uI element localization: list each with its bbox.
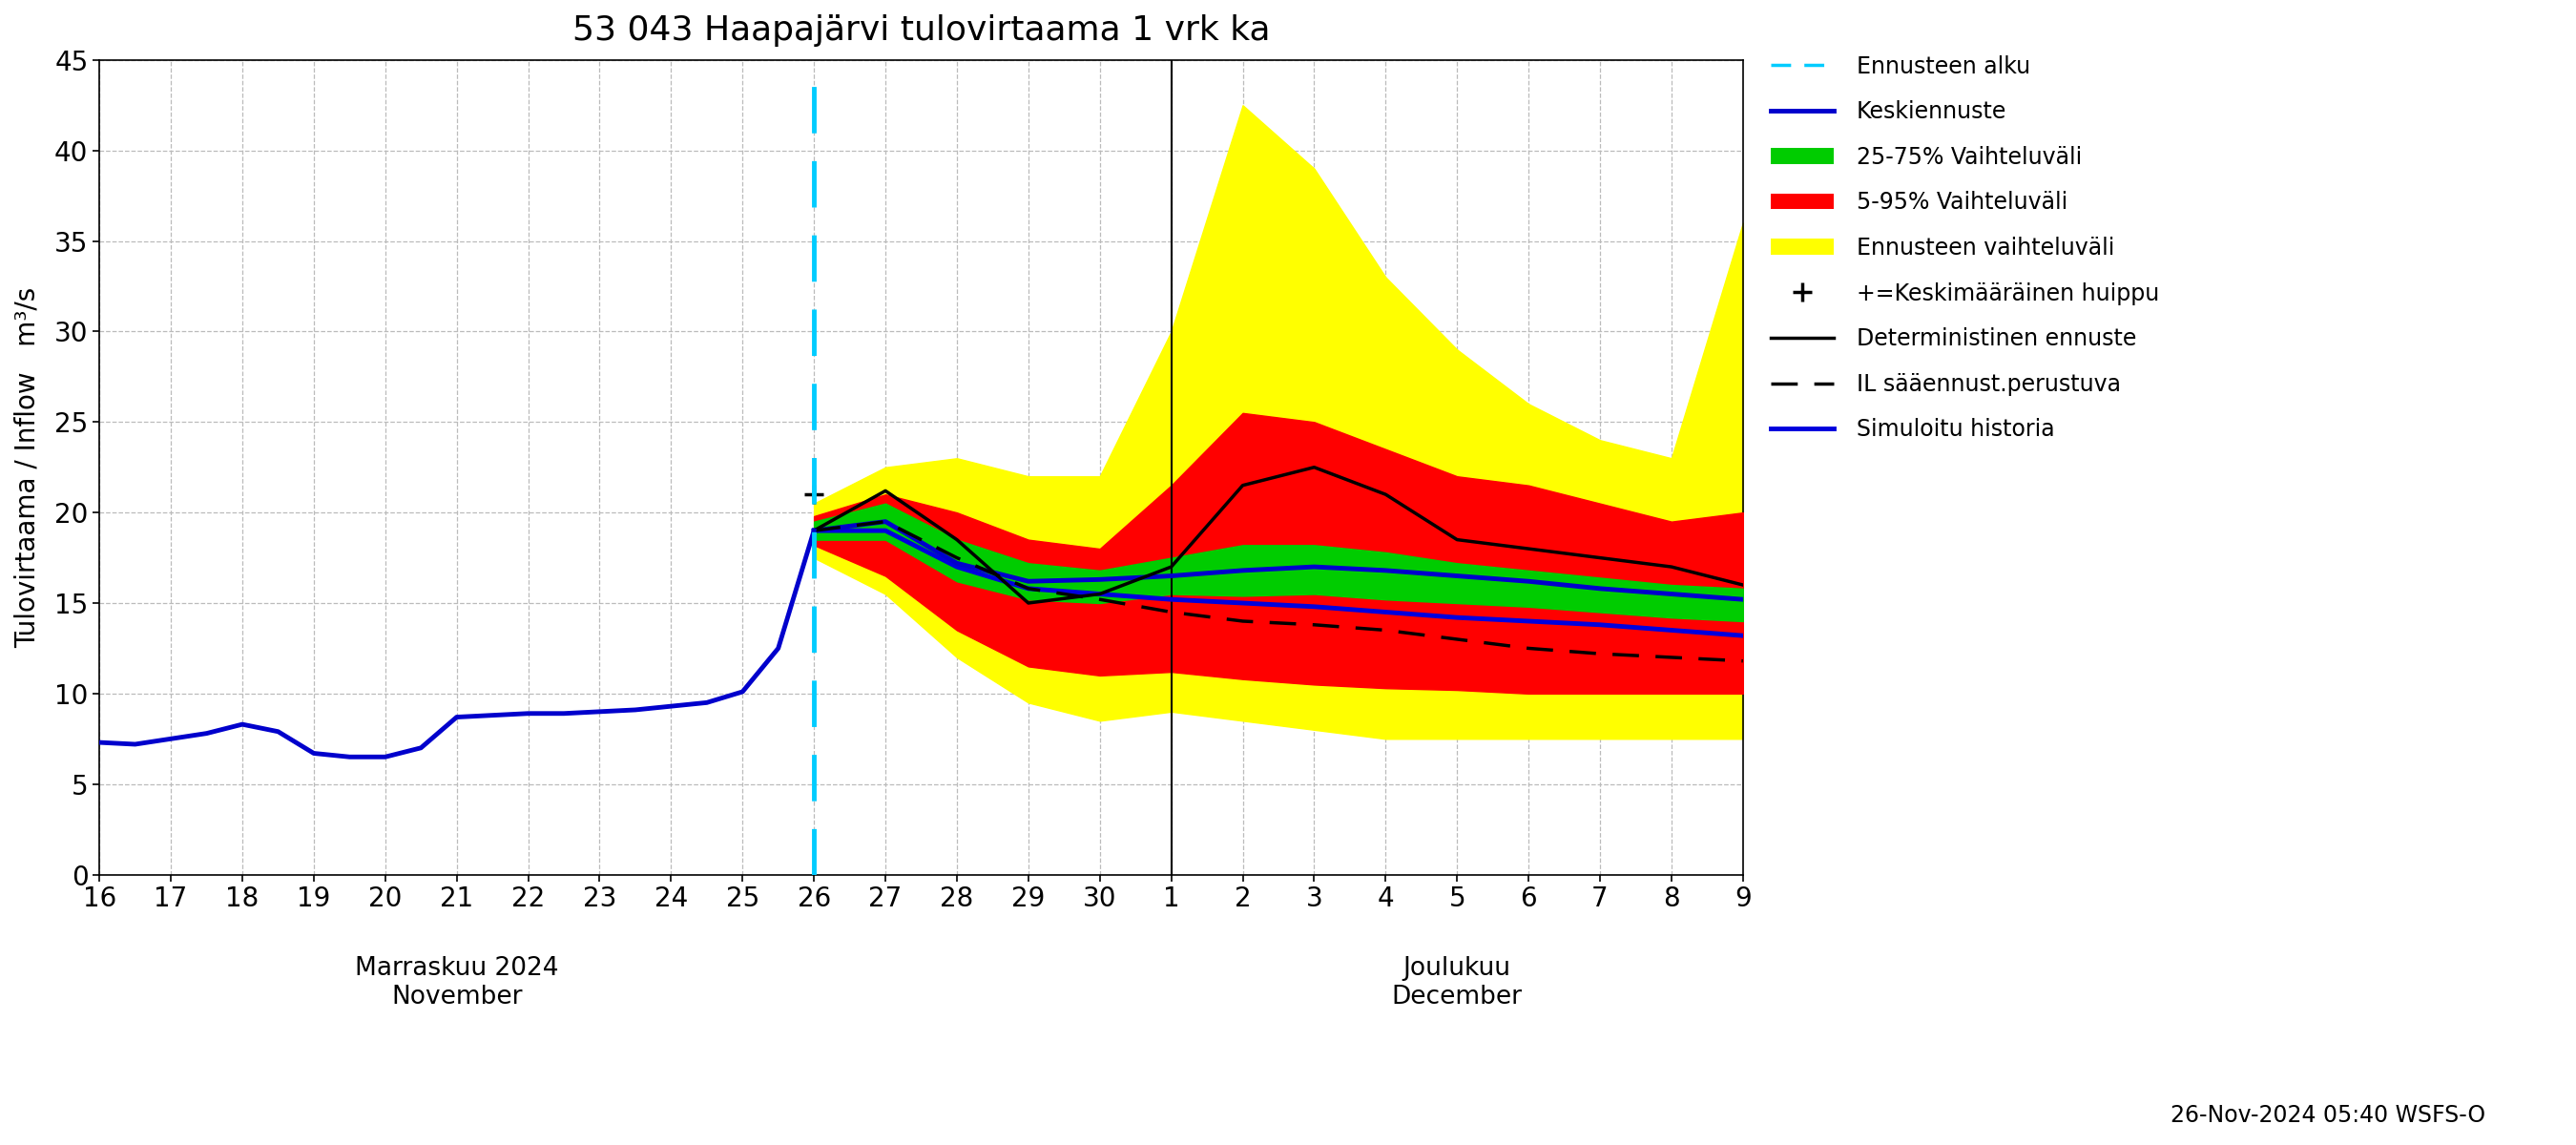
Legend: Ennusteen alku, Keskiennuste, 25-75% Vaihteluväli, 5-95% Vaihteluväli, Ennusteen: Ennusteen alku, Keskiennuste, 25-75% Vai…	[1770, 55, 2159, 441]
Text: Marraskuu 2024
November: Marraskuu 2024 November	[355, 956, 559, 1010]
Title: 53 043 Haapajärvi tulovirtaama 1 vrk ka: 53 043 Haapajärvi tulovirtaama 1 vrk ka	[572, 14, 1270, 47]
Text: 26-Nov-2024 05:40 WSFS-O: 26-Nov-2024 05:40 WSFS-O	[2172, 1104, 2486, 1127]
Y-axis label: Tulovirtaama / Inflow   m³/s: Tulovirtaama / Inflow m³/s	[15, 286, 41, 648]
Text: Joulukuu
December: Joulukuu December	[1391, 956, 1522, 1010]
